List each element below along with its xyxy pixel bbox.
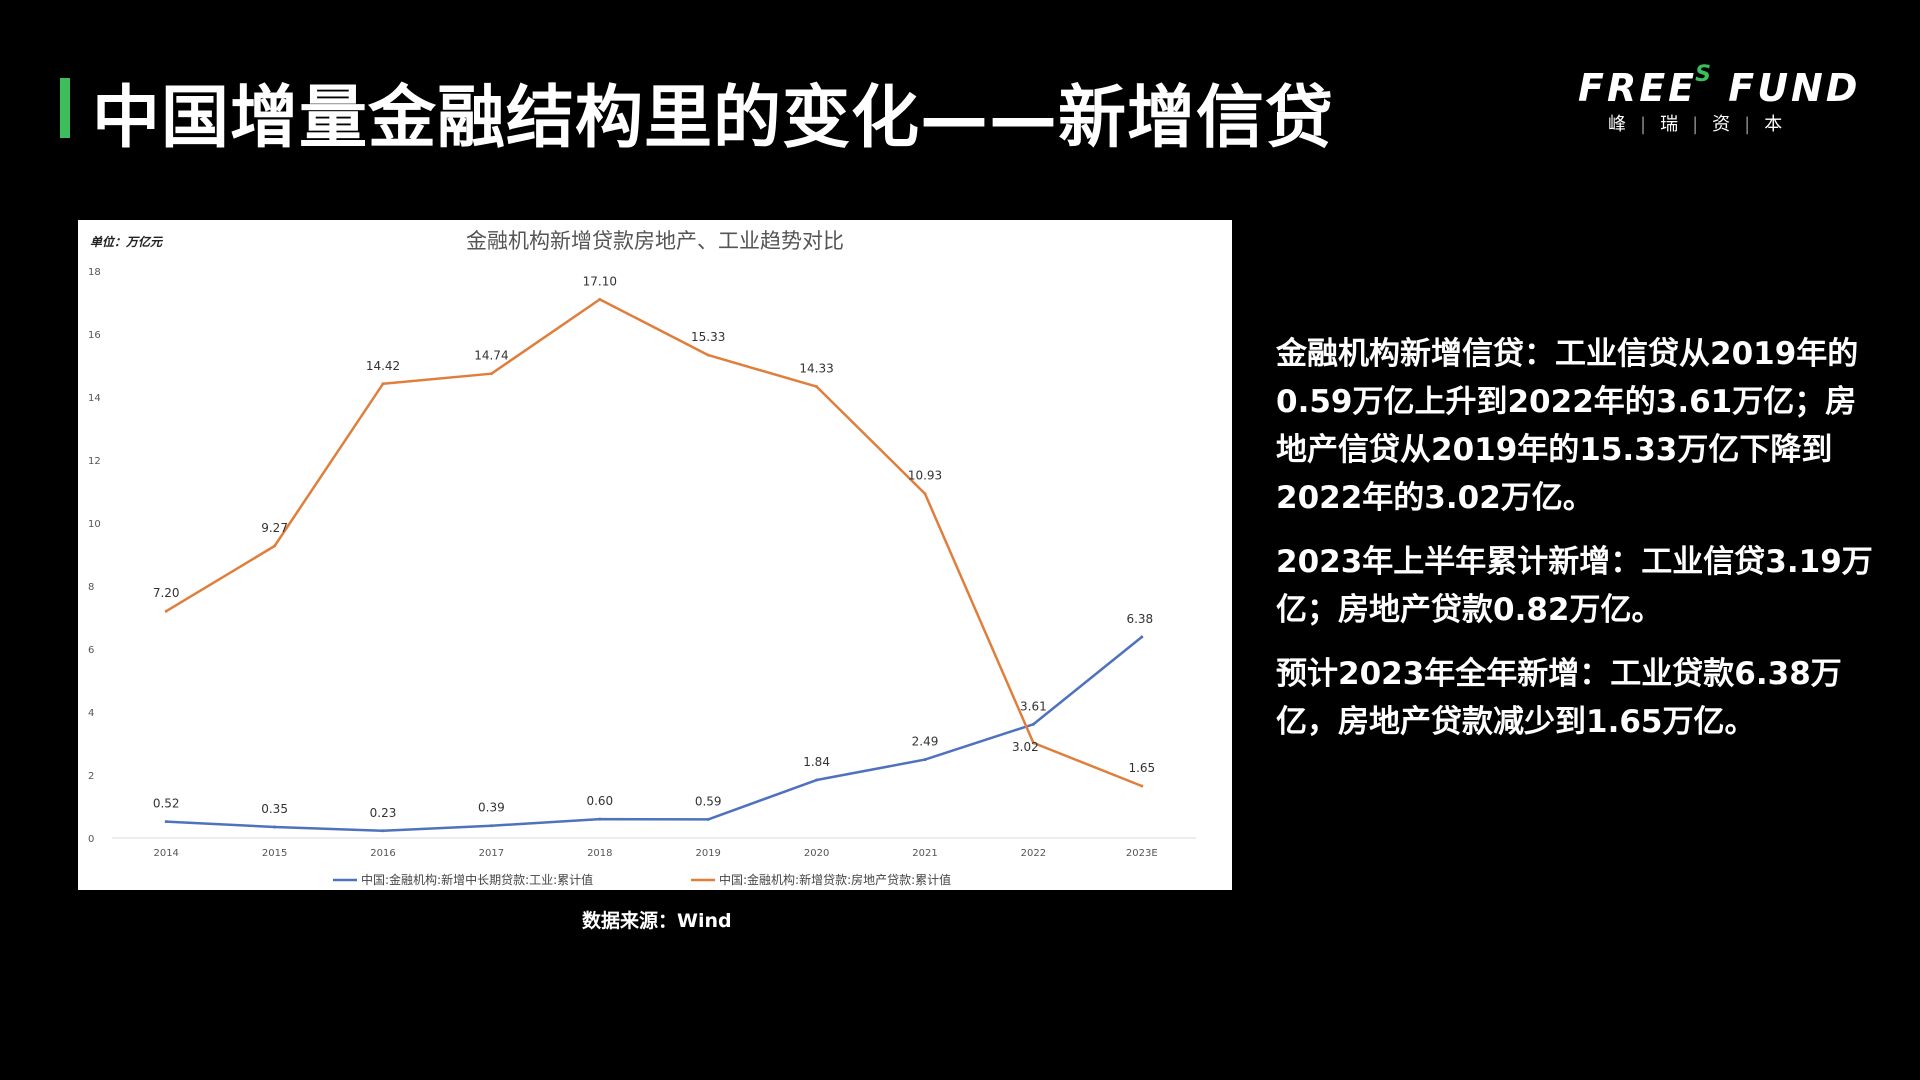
x-tick-label: 2014 bbox=[153, 848, 178, 859]
commentary-paragraph: 2023年上半年累计新增：工业信贷3.19万亿；房地产贷款0.82万亿。 bbox=[1276, 544, 1873, 628]
data-point bbox=[273, 544, 277, 548]
data-label: 0.60 bbox=[586, 794, 613, 808]
data-point bbox=[1031, 741, 1035, 745]
y-tick-label: 0 bbox=[88, 834, 94, 845]
x-tick-label: 2017 bbox=[479, 848, 504, 859]
data-point bbox=[164, 820, 168, 824]
data-label: 0.39 bbox=[478, 801, 505, 815]
data-point bbox=[706, 817, 710, 821]
y-tick-label: 12 bbox=[88, 456, 101, 467]
data-label: 3.02 bbox=[1012, 740, 1039, 754]
data-point bbox=[164, 609, 168, 613]
data-label: 0.23 bbox=[370, 806, 397, 820]
x-tick-label: 2022 bbox=[1021, 848, 1046, 859]
commentary-paragraph: 预计2023年全年新增：工业贷款6.38万亿，房地产贷款减少到1.65万亿。 bbox=[1276, 656, 1842, 740]
slide-title: 中国增量金融结构里的变化——新增信贷 bbox=[92, 79, 1335, 158]
brand-sub-char: 峰 bbox=[1608, 114, 1640, 135]
data-point bbox=[1140, 635, 1144, 639]
y-tick-label: 14 bbox=[88, 393, 101, 404]
brand-right: FUND bbox=[1728, 66, 1861, 110]
chart-data-labels: 0.52 0.35 0.23 0.39 0.60 0.59 1.84 2.49 3.61 6.38… bbox=[153, 274, 1155, 819]
series-line-industrial bbox=[166, 636, 1143, 833]
x-tick-label: 2018 bbox=[587, 848, 612, 859]
data-label: 0.35 bbox=[261, 802, 288, 816]
x-tick-label: 2015 bbox=[262, 848, 287, 859]
data-label: 9.27 bbox=[261, 521, 288, 535]
data-point bbox=[598, 817, 602, 821]
data-label: 6.38 bbox=[1126, 612, 1153, 626]
series-line-real-estate bbox=[165, 298, 1143, 788]
commentary-paragraph: 金融机构新增信贷：工业信贷从2019年的0.59万亿上升到2022年的3.61万… bbox=[1276, 336, 1859, 516]
data-point bbox=[273, 825, 277, 829]
chart-unit-label: 单位：万亿元 bbox=[90, 235, 164, 249]
chart-axes: 0 2 4 6 8 10 12 14 16 18 2014 2015 2016 2017 2018 2019 2… bbox=[88, 267, 1196, 859]
y-tick-label: 18 bbox=[88, 267, 101, 278]
x-tick-label: 2016 bbox=[370, 848, 395, 859]
data-label: 1.84 bbox=[803, 755, 830, 769]
data-label: 14.33 bbox=[799, 362, 833, 376]
x-tick-label: 2019 bbox=[695, 848, 720, 859]
brand-wordmark: FREES FUND bbox=[1578, 62, 1857, 110]
data-point bbox=[923, 758, 927, 762]
data-label: 17.10 bbox=[583, 274, 617, 288]
data-point bbox=[1140, 784, 1144, 788]
data-point bbox=[923, 492, 927, 496]
data-label: 0.59 bbox=[695, 794, 722, 808]
brand-logo: FREES FUND 峰|瑞|资|本 bbox=[1578, 62, 1857, 136]
data-point bbox=[489, 824, 493, 828]
chart-title: 金融机构新增贷款房地产、工业趋势对比 bbox=[466, 229, 844, 253]
data-point bbox=[381, 829, 385, 833]
data-label: 10.93 bbox=[908, 469, 942, 483]
y-tick-label: 6 bbox=[88, 645, 94, 656]
data-label: 14.74 bbox=[474, 349, 508, 363]
data-label: 15.33 bbox=[691, 330, 725, 344]
y-tick-label: 4 bbox=[88, 708, 94, 719]
y-tick-label: 16 bbox=[88, 330, 101, 341]
chart-series bbox=[164, 297, 1144, 833]
data-source: 数据来源：Wind bbox=[582, 910, 732, 932]
title-accent-bar bbox=[60, 78, 70, 138]
legend-label: 中国:金融机构:新增贷款:房地产贷款:累计值 bbox=[719, 872, 951, 887]
chart-panel: 单位：万亿元 金融机构新增贷款房地产、工业趋势对比 0 2 4 6 8 10 12 14 16 1… bbox=[78, 220, 1232, 890]
x-tick-label: 2021 bbox=[912, 848, 937, 859]
data-label: 7.20 bbox=[153, 586, 180, 600]
x-tick-label: 2020 bbox=[804, 848, 829, 859]
data-point bbox=[1031, 722, 1035, 726]
data-point bbox=[489, 372, 493, 376]
line-chart: 单位：万亿元 金融机构新增贷款房地产、工业趋势对比 0 2 4 6 8 10 12 14 16 1… bbox=[88, 229, 1196, 887]
data-label: 2.49 bbox=[912, 735, 939, 749]
x-tick-label: 2023E bbox=[1126, 848, 1158, 859]
data-label: 3.61 bbox=[1020, 699, 1047, 713]
data-label: 14.42 bbox=[366, 359, 400, 373]
y-tick-label: 8 bbox=[88, 582, 94, 593]
data-point bbox=[381, 382, 385, 386]
data-point bbox=[815, 778, 819, 782]
brand-sub-char: 瑞 bbox=[1660, 114, 1693, 135]
data-point bbox=[815, 385, 819, 389]
data-label: 0.52 bbox=[153, 797, 180, 811]
brand-sub-char: 本 bbox=[1764, 114, 1797, 135]
commentary-panel: 金融机构新增信贷：工业信贷从2019年的0.59万亿上升到2022年的3.61万… bbox=[1276, 330, 1886, 762]
brand-subtitle: 峰|瑞|资|本 bbox=[1608, 114, 1797, 135]
data-point bbox=[598, 297, 602, 301]
y-tick-label: 2 bbox=[88, 771, 94, 782]
brand-sub-char: 资 bbox=[1712, 114, 1745, 135]
data-point bbox=[706, 353, 710, 357]
brand-s: S bbox=[1695, 62, 1714, 87]
legend-label: 中国:金融机构:新增中长期贷款:工业:累计值 bbox=[361, 872, 593, 887]
brand-left: FREE bbox=[1578, 66, 1698, 110]
data-label: 1.65 bbox=[1128, 761, 1155, 775]
chart-legend: 中国:金融机构:新增中长期贷款:工业:累计值 中国:金融机构:新增贷款:房地产贷款… bbox=[333, 872, 951, 887]
y-tick-label: 10 bbox=[88, 519, 101, 530]
